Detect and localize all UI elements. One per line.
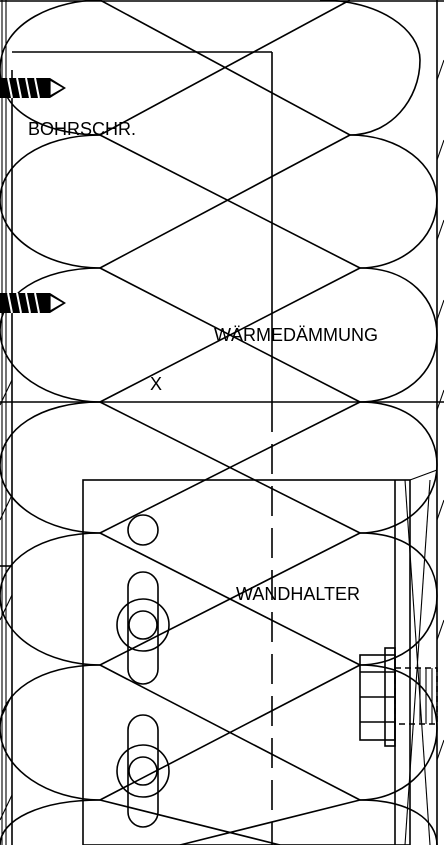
label-bracket: WANDHALTER — [236, 584, 360, 604]
wall-profile — [12, 51, 273, 402]
label-insulation: WÄRMEDÄMMUNG — [214, 325, 378, 345]
drill-screw-bottom — [0, 292, 66, 314]
label-screw: BOHRSCHR. — [28, 119, 136, 139]
hatch-marks — [0, 59, 444, 821]
bracket-holes — [116, 514, 170, 828]
wall-bracket — [82, 469, 438, 845]
bolt-nut — [359, 647, 438, 747]
drill-screw-top — [0, 77, 66, 99]
label-marker: X — [150, 374, 162, 394]
